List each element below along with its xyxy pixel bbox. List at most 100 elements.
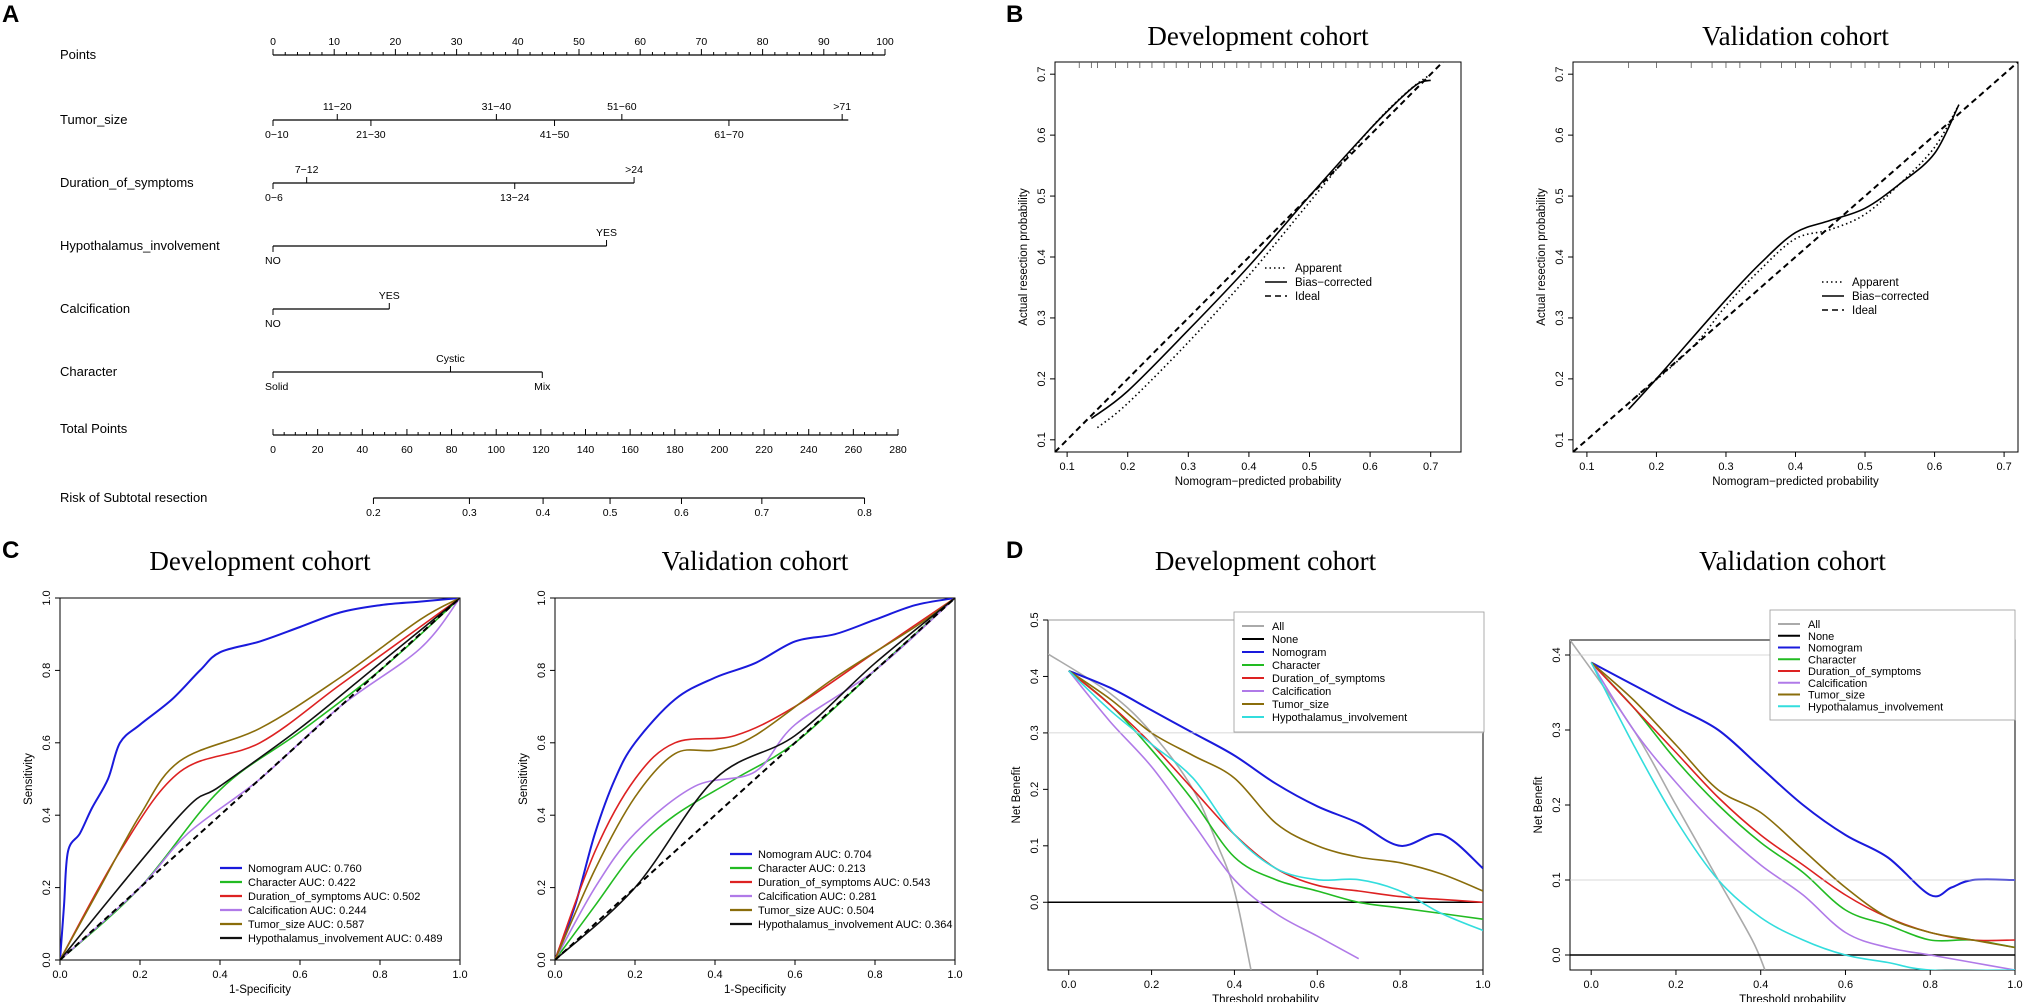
d1-ytick-label: 0.1	[1029, 838, 1041, 853]
d1-legend-label: Character	[1272, 660, 1321, 672]
b2-series-apparent	[1628, 104, 1960, 404]
b2-xtick-label: 0.1	[1579, 461, 1594, 473]
d2-xtick-label: 0.2	[1668, 979, 1683, 991]
risk-tick-label: 0.6	[674, 507, 689, 519]
row-label-tumor-size: Tumor_size	[60, 112, 127, 127]
c2-plot-area	[555, 598, 955, 960]
d1-series-character	[1068, 670, 1483, 920]
b1-legend-label: Apparent	[1295, 263, 1342, 275]
c1-xtick-label: 0.0	[52, 969, 67, 981]
points-tick-label: 30	[451, 36, 463, 48]
b1-series-apparent	[1096, 73, 1432, 429]
c2-series-hypothalamus-involvement	[555, 598, 955, 960]
c1-xtick-label: 0.4	[212, 969, 227, 981]
row-label-points: Points	[60, 47, 97, 62]
variable-level-label: 13−24	[500, 192, 530, 204]
c1-series-hypothalamus-involvement	[60, 598, 460, 960]
b1-ytick-label: 0.4	[1036, 249, 1048, 264]
b1-xtick-label: 0.2	[1120, 461, 1135, 473]
panel-d-decision-curves: D Development cohort 0.0 0.2 0.4 0.6 0.8 1.0 0.0…	[1006, 537, 2023, 1002]
d1-legend-label: Nomogram	[1272, 647, 1326, 659]
c1-legend-label: Calcification AUC: 0.244	[248, 905, 367, 917]
b2-ytick-label: 0.1	[1554, 432, 1566, 447]
variable-level-label: 51−60	[607, 101, 637, 113]
variable-level-label: 11−20	[323, 101, 352, 113]
b2-xtick-label: 0.3	[1718, 461, 1733, 473]
panel-letter-d: D	[1006, 537, 1023, 564]
c1-xlabel: 1-Specificity	[229, 984, 291, 996]
b2-legend-label: Apparent	[1852, 277, 1899, 289]
c2-legend-label: Duration_of_symptoms AUC: 0.543	[758, 877, 930, 889]
d2-legend-label: Hypothalamus_involvement	[1808, 701, 1943, 713]
b1-ytick-label: 0.2	[1036, 371, 1048, 386]
d2-xlabel: Threshold probability	[1739, 994, 1846, 1002]
b2-ylabel: Actual resection probability	[1536, 188, 1548, 326]
b2-title: Validation cohort	[1702, 21, 1889, 51]
c2-ylabel: Sensitivity	[518, 753, 530, 805]
panel-letter-c: C	[2, 537, 19, 564]
c2-legend-label: Tumor_size AUC: 0.504	[758, 905, 874, 917]
b2-series-bias-corrected	[1628, 104, 1960, 410]
d1-series-calcification	[1068, 670, 1360, 960]
total-points-tick-label: 120	[532, 444, 550, 456]
points-tick-label: 50	[573, 36, 585, 48]
d1-xtick-label: 0.8	[1392, 979, 1407, 991]
row-label-character: Character	[60, 364, 118, 379]
c2-legend-label: Character AUC: 0.213	[758, 863, 866, 875]
c2-ytick-label: 0.2	[536, 880, 548, 895]
d2-legend-label: Tumor_size	[1808, 690, 1865, 702]
c1-legend-label: Hypothalamus_involvement AUC: 0.489	[248, 933, 442, 945]
b1-series-bias-corrected	[1090, 79, 1431, 420]
total-points-tick-label: 60	[401, 444, 413, 456]
points-tick-label: 60	[634, 36, 646, 48]
d2-series-character	[1590, 661, 2015, 949]
total-points-tick-label: 180	[666, 444, 684, 456]
b1-xtick-label: 0.7	[1423, 461, 1438, 473]
d2-xtick-label: 0.4	[1753, 979, 1768, 991]
d2-ytick-label: 0.4	[1551, 647, 1563, 662]
d1-legend-label: Calcification	[1272, 686, 1331, 698]
b1-ytick-label: 0.6	[1036, 127, 1048, 142]
b1-xtick-label: 0.6	[1362, 461, 1377, 473]
total-points-tick-label: 260	[845, 444, 863, 456]
c1-series-nomogram	[60, 598, 460, 960]
c2-xtick-label: 0.6	[787, 969, 802, 981]
row-label-calcification: Calcification	[60, 301, 130, 316]
d1-legend-label: Duration_of_symptoms	[1272, 673, 1386, 685]
c2-series-nomogram	[555, 598, 955, 960]
variable-level-label: 0−10	[265, 129, 289, 141]
b1-xlabel: Nomogram−predicted probability	[1175, 476, 1342, 488]
b1-xtick-label: 0.5	[1302, 461, 1317, 473]
d2-xtick-label: 1.0	[2007, 979, 2022, 991]
c1-series-calcification	[60, 598, 460, 960]
variable-level-label: Cystic	[436, 353, 465, 365]
c2-xtick-label: 0.2	[627, 969, 642, 981]
b1-legend-label: Bias−corrected	[1295, 277, 1372, 289]
variable-level-label: YES	[379, 290, 400, 302]
row-label-total-points: Total Points	[60, 421, 128, 436]
d1-xtick-label: 0.6	[1310, 979, 1325, 991]
b2-ytick-label: 0.5	[1554, 188, 1566, 203]
points-tick-label: 10	[328, 36, 340, 48]
c2-xtick-label: 0.8	[867, 969, 882, 981]
variable-level-label: 31−40	[482, 101, 512, 113]
b1-plot-area	[1055, 62, 1445, 452]
risk-tick-label: 0.5	[603, 507, 618, 519]
total-points-tick-label: 100	[487, 444, 505, 456]
points-tick-label: 70	[696, 36, 708, 48]
total-points-tick-label: 240	[800, 444, 818, 456]
d1-plot-area	[1048, 653, 1483, 970]
b2-xtick-label: 0.5	[1857, 461, 1872, 473]
total-points-tick-label: 20	[312, 444, 324, 456]
variable-level-label: YES	[596, 227, 617, 239]
d2-series-calcification	[1590, 662, 2015, 970]
d1-ylabel: Net Benefit	[1011, 766, 1023, 824]
c1-legend-label: Tumor_size AUC: 0.587	[248, 919, 364, 931]
c1-ytick-label: 0.6	[41, 735, 53, 750]
d2-legend-label: Character	[1808, 654, 1857, 666]
variable-level-label: 0−6	[265, 192, 283, 204]
d2-legend-label: Calcification	[1808, 678, 1867, 690]
points-tick-label: 100	[876, 36, 894, 48]
d2-legend-box	[1769, 609, 2016, 721]
